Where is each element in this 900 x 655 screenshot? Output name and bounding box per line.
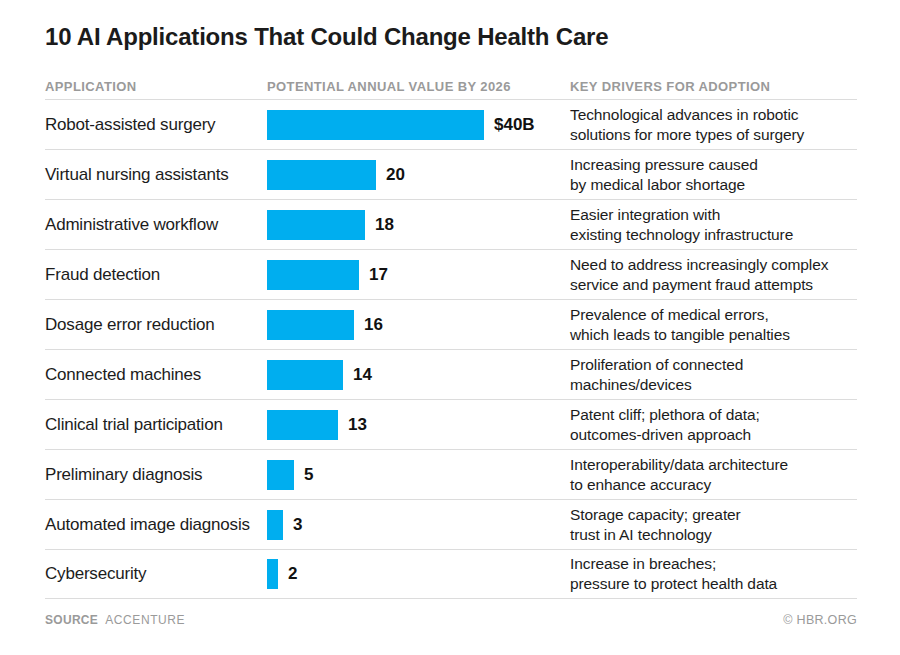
value-bar <box>267 460 294 490</box>
table-row: Dosage error reduction 16 Prevalence of … <box>45 299 857 349</box>
table-row: Automated image diagnosis 3 Storage capa… <box>45 499 857 549</box>
bar-cell: 16 <box>267 310 570 340</box>
column-header-application: APPLICATION <box>45 79 267 94</box>
value-bar <box>267 260 359 290</box>
value-bar <box>267 559 278 589</box>
driver-text: Storage capacity; greater trust in AI te… <box>570 505 857 545</box>
value-label: 13 <box>348 415 367 435</box>
table-row: Preliminary diagnosis 5 Interoperability… <box>45 449 857 499</box>
source-label: SOURCE <box>45 613 98 627</box>
application-label: Robot-assisted surgery <box>45 115 267 135</box>
bar-cell: 18 <box>267 210 570 240</box>
value-bar <box>267 210 365 240</box>
value-label: 14 <box>353 365 372 385</box>
value-label: 18 <box>375 215 394 235</box>
driver-text: Proliferation of connected machines/devi… <box>570 355 857 395</box>
source-value: ACCENTURE <box>105 613 185 627</box>
application-label: Dosage error reduction <box>45 315 267 335</box>
driver-text: Increasing pressure caused by medical la… <box>570 155 857 195</box>
credit: © HBR.ORG <box>783 613 857 627</box>
application-label: Fraud detection <box>45 265 267 285</box>
value-label: $40B <box>494 115 535 135</box>
table-row: Robot-assisted surgery $40B Technologica… <box>45 99 857 149</box>
application-label: Automated image diagnosis <box>45 515 267 535</box>
value-bar <box>267 310 354 340</box>
bar-cell: 14 <box>267 360 570 390</box>
application-label: Virtual nursing assistants <box>45 165 267 185</box>
value-label: 3 <box>293 515 302 535</box>
value-bar <box>267 360 343 390</box>
value-bar <box>267 160 376 190</box>
driver-text: Technological advances in robotic soluti… <box>570 105 857 145</box>
application-label: Connected machines <box>45 365 267 385</box>
application-label: Cybersecurity <box>45 564 267 584</box>
bar-cell: 5 <box>267 460 570 490</box>
page-title: 10 AI Applications That Could Change Hea… <box>45 24 857 50</box>
chart-rows: Robot-assisted surgery $40B Technologica… <box>45 99 857 599</box>
driver-text: Easier integration with existing technol… <box>570 205 857 245</box>
value-label: 5 <box>304 465 313 485</box>
table-row: Cybersecurity 2 Increase in breaches; pr… <box>45 549 857 599</box>
driver-text: Increase in breaches; pressure to protec… <box>570 554 857 594</box>
bar-cell: $40B <box>267 110 570 140</box>
column-header-row: APPLICATION POTENTIAL ANNUAL VALUE BY 20… <box>45 79 857 94</box>
application-label: Clinical trial participation <box>45 415 267 435</box>
bar-cell: 2 <box>267 559 570 589</box>
table-row: Administrative workflow 18 Easier integr… <box>45 199 857 249</box>
footer: SOURCE ACCENTURE © HBR.ORG <box>45 613 857 627</box>
driver-text: Need to address increasingly complex ser… <box>570 255 857 295</box>
value-bar <box>267 510 283 540</box>
application-label: Administrative workflow <box>45 215 267 235</box>
value-label: 20 <box>386 165 405 185</box>
bar-cell: 17 <box>267 260 570 290</box>
application-label: Preliminary diagnosis <box>45 465 267 485</box>
chart-card: 10 AI Applications That Could Change Hea… <box>0 0 900 655</box>
table-row: Connected machines 14 Proliferation of c… <box>45 349 857 399</box>
bar-cell: 20 <box>267 160 570 190</box>
source-line: SOURCE ACCENTURE <box>45 613 185 627</box>
table-row: Virtual nursing assistants 20 Increasing… <box>45 149 857 199</box>
driver-text: Interoperability/data architecture to en… <box>570 455 857 495</box>
column-header-drivers: KEY DRIVERS FOR ADOPTION <box>570 79 857 94</box>
table-row: Clinical trial participation 13 Patent c… <box>45 399 857 449</box>
column-header-value: POTENTIAL ANNUAL VALUE BY 2026 <box>267 79 570 94</box>
bar-cell: 3 <box>267 510 570 540</box>
value-bar <box>267 110 484 140</box>
value-label: 17 <box>369 265 388 285</box>
value-label: 16 <box>364 315 383 335</box>
driver-text: Patent cliff; plethora of data; outcomes… <box>570 405 857 445</box>
bar-cell: 13 <box>267 410 570 440</box>
table-row: Fraud detection 17 Need to address incre… <box>45 249 857 299</box>
value-bar <box>267 410 338 440</box>
driver-text: Prevalence of medical errors, which lead… <box>570 305 857 345</box>
value-label: 2 <box>288 564 297 584</box>
